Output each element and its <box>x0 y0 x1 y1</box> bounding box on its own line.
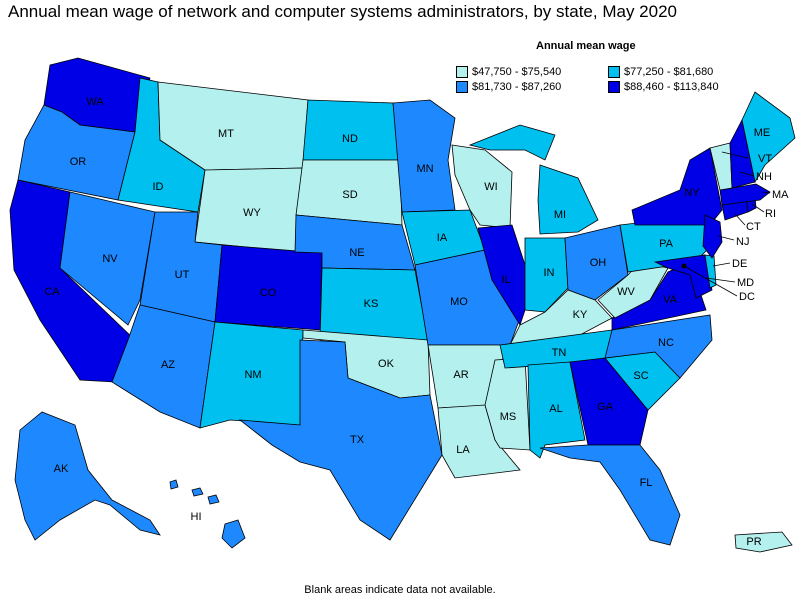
leader-line-nj <box>717 235 735 241</box>
state-fl[interactable] <box>539 444 681 546</box>
label-nv: NV <box>102 253 118 265</box>
label-ut: UT <box>175 269 190 281</box>
label-tx: TX <box>350 434 365 446</box>
dc-marker <box>681 263 687 269</box>
label-co: CO <box>260 287 277 299</box>
state-pr[interactable] <box>734 531 793 553</box>
label-mt: MT <box>218 128 234 140</box>
label-ma: MA <box>772 189 789 201</box>
leader-line-ct <box>734 213 746 226</box>
state-nj[interactable] <box>702 214 723 259</box>
label-nd: ND <box>342 133 358 145</box>
state-mi[interactable] <box>468 124 599 235</box>
label-ri: RI <box>765 208 776 220</box>
label-sd: SD <box>342 189 357 201</box>
state-oh[interactable] <box>564 224 629 301</box>
label-id: ID <box>153 181 164 193</box>
label-fl: FL <box>640 477 653 489</box>
label-ia: IA <box>437 232 448 244</box>
state-nv[interactable] <box>59 191 156 326</box>
state-nd[interactable] <box>302 99 401 161</box>
label-il: IL <box>501 274 510 286</box>
state-hi[interactable] <box>169 479 246 549</box>
leader-line-vt <box>721 151 749 159</box>
label-oh: OH <box>590 257 607 269</box>
state-ak[interactable] <box>14 411 161 541</box>
label-mn: MN <box>416 163 433 175</box>
label-hi: HI <box>191 511 202 523</box>
legend-swatch <box>456 81 468 93</box>
label-nc: NC <box>658 337 674 349</box>
label-ks: KS <box>364 298 379 310</box>
leader-line-dc <box>683 265 738 297</box>
legend-swatch <box>456 66 468 78</box>
label-mi: MI <box>554 209 566 221</box>
label-nh: NH <box>756 171 772 183</box>
map-title: Annual mean wage of network and computer… <box>8 2 677 21</box>
legend-item-tier-0: $47,750 - $75,540 <box>456 66 561 78</box>
leader-line-nh <box>739 171 755 177</box>
label-ms: MS <box>500 411 517 423</box>
state-ma[interactable] <box>719 183 771 206</box>
leader-line-ma <box>761 191 771 194</box>
legend-label: $81,730 - $87,260 <box>472 81 562 93</box>
legend-item-tier-2: $81,730 - $87,260 <box>456 81 561 93</box>
legend-label: $77,250 - $81,680 <box>624 66 714 78</box>
leader-line-ri <box>751 203 765 213</box>
label-ne: NE <box>349 247 364 259</box>
label-ky: KY <box>573 309 588 321</box>
legend-item-tier-3: $88,460 - $113,840 <box>608 81 719 93</box>
label-ny: NY <box>684 187 700 199</box>
label-de: DE <box>732 258 747 270</box>
state-nc[interactable] <box>604 314 713 379</box>
label-az: AZ <box>161 359 175 371</box>
state-ga[interactable] <box>569 357 649 446</box>
state-tx[interactable] <box>238 339 443 541</box>
state-mn[interactable] <box>392 99 456 213</box>
label-pr: PR <box>746 536 761 548</box>
label-wa: WA <box>86 96 104 108</box>
legend-title: Annual mean wage <box>536 40 636 52</box>
state-me[interactable] <box>741 91 796 184</box>
legend-label: $88,460 - $113,840 <box>624 81 719 93</box>
label-me: ME <box>754 127 771 139</box>
label-la: LA <box>456 444 470 456</box>
label-pa: PA <box>659 238 674 250</box>
label-ga: GA <box>597 401 614 413</box>
label-wv: WV <box>617 286 635 298</box>
label-vt: VT <box>758 153 772 165</box>
state-in[interactable] <box>524 237 569 313</box>
label-tn: TN <box>552 347 567 359</box>
label-sc: SC <box>633 370 648 382</box>
label-wi: WI <box>484 181 497 193</box>
state-ny[interactable] <box>631 147 723 226</box>
label-ct: CT <box>746 221 761 233</box>
label-or: OR <box>70 156 87 168</box>
leader-line-md <box>705 277 736 283</box>
label-ok: OK <box>378 358 395 370</box>
legend-label: $47,750 - $75,540 <box>472 66 562 78</box>
legend-item-tier-1: $77,250 - $81,680 <box>608 66 713 78</box>
legend-swatch <box>608 81 620 93</box>
label-va: VA <box>663 294 678 306</box>
label-wy: WY <box>243 207 261 219</box>
leader-line-de <box>712 262 731 267</box>
label-al: AL <box>549 403 562 415</box>
label-nj: NJ <box>736 236 749 248</box>
label-ca: CA <box>44 286 60 298</box>
label-dc: DC <box>739 291 755 303</box>
label-ak: AK <box>54 463 69 475</box>
label-nm: NM <box>244 369 261 381</box>
legend-swatch <box>608 66 620 78</box>
label-ar: AR <box>453 369 468 381</box>
label-in: IN <box>544 267 555 279</box>
label-md: MD <box>737 277 754 289</box>
footnote: Blank areas indicate data not available. <box>304 584 496 596</box>
label-mo: MO <box>450 296 468 308</box>
